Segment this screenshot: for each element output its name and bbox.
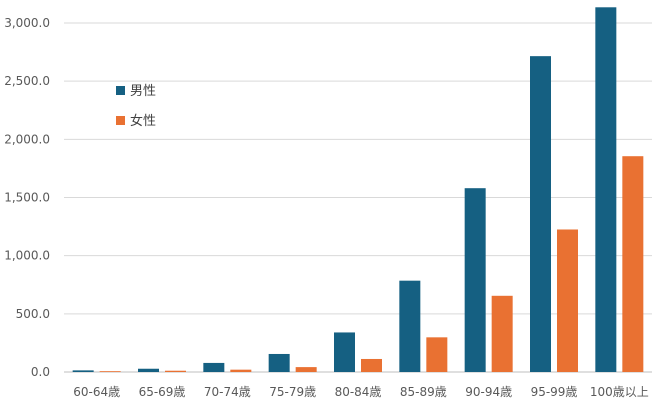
bar-male-5: [399, 280, 421, 372]
bar-female-4: [361, 358, 382, 372]
y-tick-label: 2,000.0: [4, 132, 50, 146]
legend-label-female: 女性: [130, 113, 156, 129]
bar-female-2: [230, 369, 252, 372]
bar-male-0: [72, 370, 94, 372]
bar-female-8: [622, 156, 644, 372]
y-tick-label: 0.0: [31, 365, 50, 379]
bar-male-3: [268, 353, 290, 372]
x-category-label: 95-99歳: [531, 385, 578, 399]
x-category-label: 80-84歳: [335, 385, 382, 399]
bar-male-1: [138, 368, 159, 372]
x-category-label: 85-89歳: [400, 385, 447, 399]
bar-female-6: [491, 295, 513, 372]
y-tick-label: 500.0: [16, 307, 50, 321]
y-tick-label: 1,000.0: [4, 249, 50, 263]
bar-male-8: [595, 7, 617, 372]
bar-female-3: [295, 367, 317, 372]
y-tick-label: 2,500.0: [4, 74, 50, 88]
y-tick-label: 3,000.0: [4, 16, 50, 30]
x-category-label: 65-69歳: [139, 385, 186, 399]
x-category-label: 60-64歳: [73, 385, 120, 399]
x-category-label: 75-79歳: [269, 385, 316, 399]
bar-female-7: [557, 229, 578, 372]
bar-female-1: [165, 370, 186, 372]
bar-male-7: [530, 56, 551, 372]
x-category-label: 100歳以上: [590, 385, 649, 399]
bar-male-4: [334, 332, 355, 372]
bar-male-2: [203, 362, 225, 372]
y-tick-label: 1,500.0: [4, 191, 50, 205]
bar-male-6: [464, 188, 486, 372]
legend-label-male: 男性: [130, 84, 156, 99]
bar-female-5: [426, 337, 448, 372]
legend-swatch-male: [116, 86, 125, 95]
gridlines: [64, 22, 652, 373]
x-axis-category-labels: 60-64歳 65-69歳 70-74歳 75-79歳 80-84歳 85-89歳 90-9…: [73, 385, 649, 399]
x-category-label: 90-94歳: [465, 385, 512, 399]
bars: [72, 7, 644, 372]
y-axis-tick-labels: 0.0 500.0 1,000.0 1,500.0 2,000.0 2,500.0 3,00…: [4, 16, 50, 379]
bar-female-0: [99, 371, 121, 372]
legend-swatch-female: [116, 116, 125, 125]
x-category-label: 70-74歳: [204, 385, 251, 399]
